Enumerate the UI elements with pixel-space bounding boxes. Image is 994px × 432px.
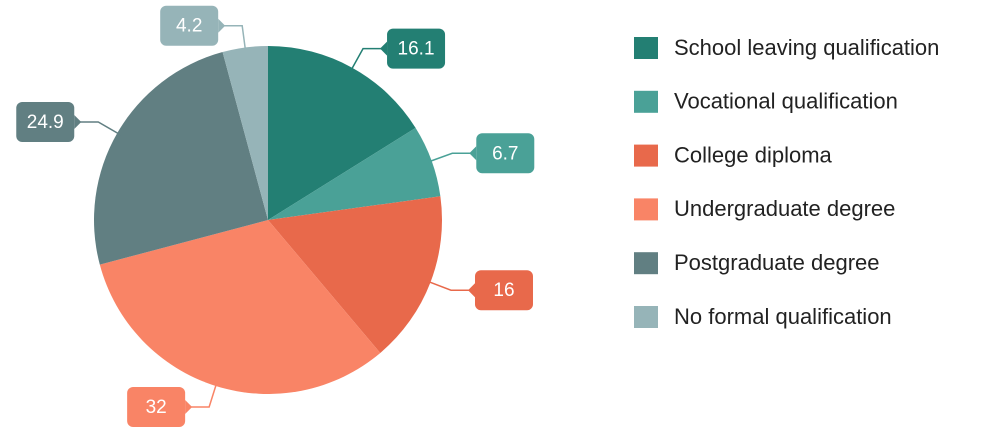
label-box: [127, 386, 186, 427]
legend-swatch: [634, 198, 658, 221]
legend-swatch: [634, 144, 658, 167]
label-pointer: [380, 41, 388, 56]
legend-swatch: [634, 37, 658, 59]
data-label: 16.1: [398, 39, 435, 60]
legend-swatch: [634, 306, 658, 328]
legend-swatch: [634, 90, 658, 113]
legend-label: College diploma: [674, 142, 833, 167]
data-label: 24.9: [27, 112, 64, 133]
data-label: 6.7: [492, 143, 518, 164]
label-pointer: [467, 283, 475, 298]
legend-label: Undergraduate degree: [674, 196, 895, 221]
label-box: [16, 102, 75, 142]
pie-slice: [99, 220, 381, 394]
leader-line: [224, 24, 247, 52]
leader-line: [426, 280, 469, 291]
label-box: [160, 5, 219, 46]
label-box: [387, 28, 446, 69]
pie-slice: [268, 46, 416, 220]
legend-label: Postgraduate degree: [674, 250, 880, 275]
leader-line: [80, 121, 122, 136]
pie-slice: [222, 46, 268, 220]
label-box: [476, 133, 535, 174]
data-label: 32: [146, 397, 167, 418]
label-pointer: [74, 115, 82, 129]
legend-swatch: [634, 252, 658, 275]
leader-line: [349, 47, 382, 72]
pie-slice: [268, 196, 442, 353]
pie-slice: [268, 127, 441, 220]
label-pointer: [218, 18, 226, 33]
label-box: [474, 270, 533, 311]
label-pointer: [185, 399, 193, 414]
leader-line: [427, 152, 471, 163]
pie-slice: [94, 52, 268, 265]
legend-label: School leaving qualification: [674, 35, 939, 60]
legend-label: Vocational qualification: [674, 89, 898, 114]
legend-label: No formal qualification: [674, 304, 892, 329]
data-label: 16: [493, 280, 514, 301]
label-pointer: [469, 146, 477, 161]
leader-line: [191, 381, 218, 408]
data-label: 4.2: [176, 16, 202, 37]
